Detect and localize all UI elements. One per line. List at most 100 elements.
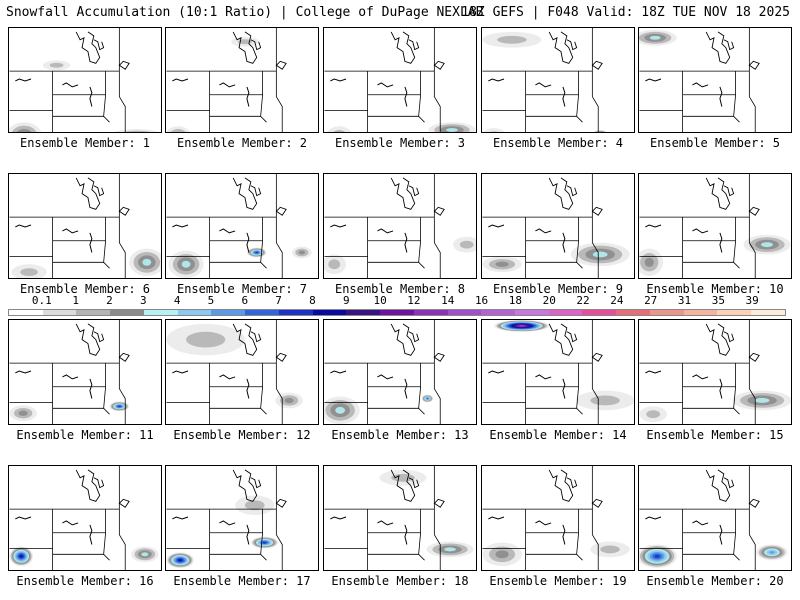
snow-contour	[170, 129, 186, 132]
chart-title: Snowfall Accumulation (10:1 Ratio) | Col…	[6, 5, 484, 20]
lake-outlines	[232, 469, 287, 508]
rivers	[15, 516, 93, 545]
colorbar-swatch	[751, 310, 785, 315]
snow-contour	[446, 128, 458, 132]
state-boundaries	[324, 28, 441, 132]
map-panel-member-7	[165, 173, 319, 279]
snow-contour	[328, 259, 341, 270]
snow-contour	[186, 331, 226, 348]
member-caption: Ensemble Member: 19	[489, 574, 627, 588]
state-boundaries	[482, 320, 599, 424]
snow-contour	[426, 397, 429, 400]
lake-outlines	[75, 323, 130, 362]
snow-contour	[654, 554, 660, 558]
snowfall-field	[494, 320, 634, 411]
snowfall-field	[168, 246, 312, 278]
map-panel-member-9	[481, 173, 635, 279]
snow-contour	[114, 129, 160, 132]
state-boundaries	[9, 28, 126, 132]
state-boundaries	[482, 28, 599, 132]
rivers	[330, 370, 408, 399]
snow-contour	[142, 258, 152, 266]
colorbar-swatch	[717, 310, 752, 315]
member-caption: Ensemble Member: 14	[489, 428, 627, 442]
lake-outlines	[548, 177, 603, 216]
snowfall-field	[9, 546, 159, 567]
snow-contour	[590, 395, 620, 406]
member-caption: Ensemble Member: 1	[19, 136, 151, 150]
colorbar-swatch	[413, 310, 448, 315]
snow-contour	[178, 559, 182, 562]
state-boundaries	[639, 320, 756, 424]
map-panel-member-3	[323, 27, 477, 133]
snow-contour	[16, 129, 32, 132]
snow-contour	[490, 131, 499, 132]
lake-outlines	[705, 177, 760, 216]
state-boundaries	[324, 466, 441, 570]
colorbar-tick-label: 8	[309, 294, 316, 307]
rivers	[330, 78, 408, 107]
state-boundaries	[166, 174, 283, 278]
map-panel-member-18	[323, 465, 477, 571]
rivers	[172, 516, 250, 545]
colorbar-swatch	[211, 310, 246, 315]
snow-contour	[181, 260, 191, 268]
colorbar-tick-label: 14	[441, 294, 455, 307]
snow-contour	[497, 35, 527, 44]
colorbar-tick-label: 18	[508, 294, 523, 307]
member-caption: Ensemble Member: 3	[334, 136, 466, 150]
colorbar	[8, 309, 786, 316]
snow-contour	[118, 405, 121, 407]
member-caption: Ensemble Member: 2	[176, 136, 308, 150]
colorbar-tick-label: 27	[644, 294, 658, 307]
snow-contour	[754, 398, 770, 403]
map-panel-member-15	[638, 319, 792, 425]
state-boundaries	[166, 320, 283, 424]
snowfall-field	[324, 236, 476, 275]
colorbar-swatch	[515, 310, 549, 315]
snow-contour	[284, 397, 294, 404]
map-canvas	[639, 466, 788, 570]
colorbar-swatch	[346, 310, 381, 315]
rivers	[15, 78, 93, 107]
colorbar-tick-label: 5	[207, 294, 215, 307]
colorbar-tick-label: 3	[139, 294, 147, 307]
rivers	[645, 370, 723, 399]
map-panel-member-19	[481, 465, 635, 571]
snow-contour	[495, 550, 509, 559]
snow-contour	[592, 251, 608, 258]
map-canvas	[324, 466, 474, 570]
map-canvas	[482, 466, 630, 570]
snowfall-field	[639, 234, 791, 277]
member-caption: Ensemble Member: 6	[19, 282, 151, 296]
snow-contour	[459, 240, 474, 249]
map-canvas	[324, 174, 476, 278]
colorbar-tick-label: 6	[241, 294, 249, 307]
map-canvas	[639, 28, 760, 132]
colorbar-swatch	[548, 310, 583, 315]
map-canvas	[9, 320, 130, 424]
snow-contour	[262, 541, 267, 544]
snow-contour	[644, 257, 654, 267]
member-caption: Ensemble Member: 15	[646, 428, 784, 442]
snow-contour	[238, 39, 252, 45]
snow-contour	[298, 250, 306, 255]
rivers	[330, 516, 408, 545]
colorbar-tick-label: 9	[342, 294, 350, 307]
state-boundaries	[9, 320, 126, 424]
map-canvas	[639, 174, 791, 278]
snow-contour	[649, 35, 661, 40]
snowfall-field	[639, 390, 791, 423]
lake-outlines	[548, 31, 603, 70]
snow-contour	[444, 547, 456, 552]
map-canvas	[482, 320, 634, 424]
map-panel-member-12	[165, 319, 319, 425]
colorbar-swatch	[582, 310, 617, 315]
colorbar-tick-label: 0.1	[31, 294, 52, 307]
valid-time: 18Z GEFS | F048 Valid: 18Z TUE NOV 18 20…	[461, 5, 790, 20]
snowfall-field	[9, 60, 160, 132]
map-canvas	[166, 320, 303, 424]
state-boundaries	[9, 466, 126, 570]
map-canvas	[324, 320, 445, 424]
rivers	[488, 224, 566, 253]
